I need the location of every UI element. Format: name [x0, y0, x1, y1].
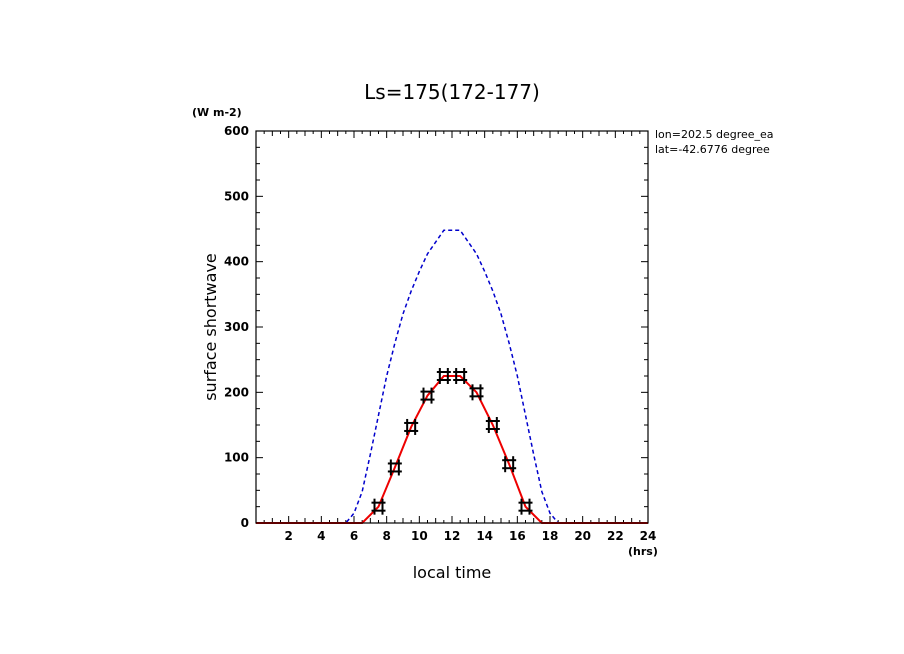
data-point-marker [485, 417, 500, 433]
x-tick-label: 2 [284, 529, 292, 543]
data-point-marker [453, 368, 468, 384]
data-point-marker [371, 498, 386, 515]
data-point-marker [420, 387, 435, 404]
data-point-marker [469, 384, 484, 401]
x-tick-label: 4 [317, 529, 325, 543]
plot-area [255, 130, 649, 524]
y-tick-label: 500 [224, 189, 249, 203]
y-tick-label: 300 [224, 320, 249, 334]
data-point-marker [387, 459, 402, 476]
data-point-marker [404, 418, 419, 435]
x-tick-label: 6 [350, 529, 358, 543]
x-axis-label: local time [413, 563, 492, 582]
data-point-marker [502, 456, 517, 473]
y-tick-label: 100 [224, 451, 249, 465]
y-tick-label: 200 [224, 385, 249, 399]
y-tick-label: 400 [224, 255, 249, 269]
x-tick-label: 18 [542, 529, 559, 543]
x-tick-label: 24 [640, 529, 657, 543]
x-tick-label: 12 [444, 529, 461, 543]
x-tick-label: 14 [476, 529, 493, 543]
y-axis-unit: (W m-2) [192, 106, 242, 119]
y-tick-label: 0 [241, 516, 249, 530]
x-axis-unit: (hrs) [628, 545, 658, 558]
x-tick-label: 22 [607, 529, 624, 543]
x-tick-label: 20 [574, 529, 591, 543]
annotation-latitude: lat=-42.6776 degree [655, 143, 770, 156]
annotation-longitude: lon=202.5 degree_ea [655, 128, 774, 141]
data-point-marker [518, 498, 533, 515]
series-line-solid [256, 375, 648, 524]
x-tick-label: 8 [382, 529, 390, 543]
x-tick-label: 10 [411, 529, 428, 543]
data-point-marker [436, 368, 451, 384]
series-line-dashed [256, 229, 648, 524]
y-tick-label: 600 [224, 124, 249, 138]
y-axis-label: surface shortwave [201, 253, 220, 401]
x-tick-label: 16 [509, 529, 526, 543]
chart-title: Ls=175(172-177) [364, 80, 540, 104]
